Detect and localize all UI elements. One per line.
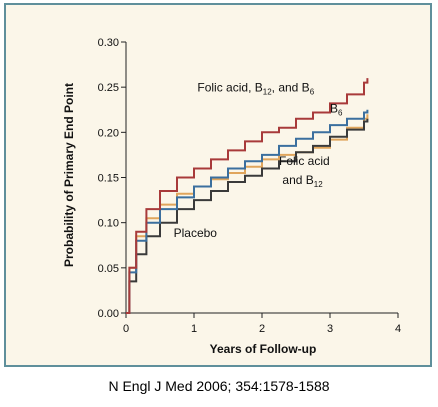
chart-axes: 0.00 0.05 0.10 0.15 0.20 0.25 0.30 0 1 2 3 4 xyxy=(98,37,401,335)
series-line-2 xyxy=(126,114,369,314)
series-label: Folic acid xyxy=(279,154,330,168)
chart-frame xyxy=(4,3,432,367)
chart-annotations: Folic acid, B12, and B6 B6 Folic acid and B… xyxy=(174,81,343,240)
y-tick-label: 0.30 xyxy=(98,37,119,49)
y-tick-label: 0.25 xyxy=(98,82,119,94)
series-label: and B12 xyxy=(282,173,323,189)
series-label: B6 xyxy=(330,101,343,117)
series-label: Placebo xyxy=(174,226,218,240)
x-tick-label: 3 xyxy=(327,323,333,335)
y-tick-label: 0.15 xyxy=(98,173,119,185)
x-axis-label: Years of Follow-up xyxy=(210,342,317,356)
y-tick-label: 0.20 xyxy=(98,127,119,139)
y-tick-label: 0.00 xyxy=(98,308,119,320)
x-tick-label: 0 xyxy=(123,323,129,335)
series-label: Folic acid, B12, and B6 xyxy=(197,81,314,97)
y-tick-label: 0.10 xyxy=(98,218,119,230)
x-tick-label: 4 xyxy=(395,323,401,335)
y-axis-label: Probability of Primary End Point xyxy=(62,83,76,267)
citation: N Engl J Med 2006; 354:1578-1588 xyxy=(108,378,330,394)
chart-series xyxy=(126,78,369,314)
x-tick-label: 2 xyxy=(259,323,265,335)
series-line-3 xyxy=(126,118,369,314)
x-tick-label: 1 xyxy=(191,323,197,335)
line-chart: 0.00 0.05 0.10 0.15 0.20 0.25 0.30 0 1 2 3 4 Folic … xyxy=(62,37,401,356)
y-tick-label: 0.05 xyxy=(98,263,119,275)
series-line-0 xyxy=(126,78,369,314)
